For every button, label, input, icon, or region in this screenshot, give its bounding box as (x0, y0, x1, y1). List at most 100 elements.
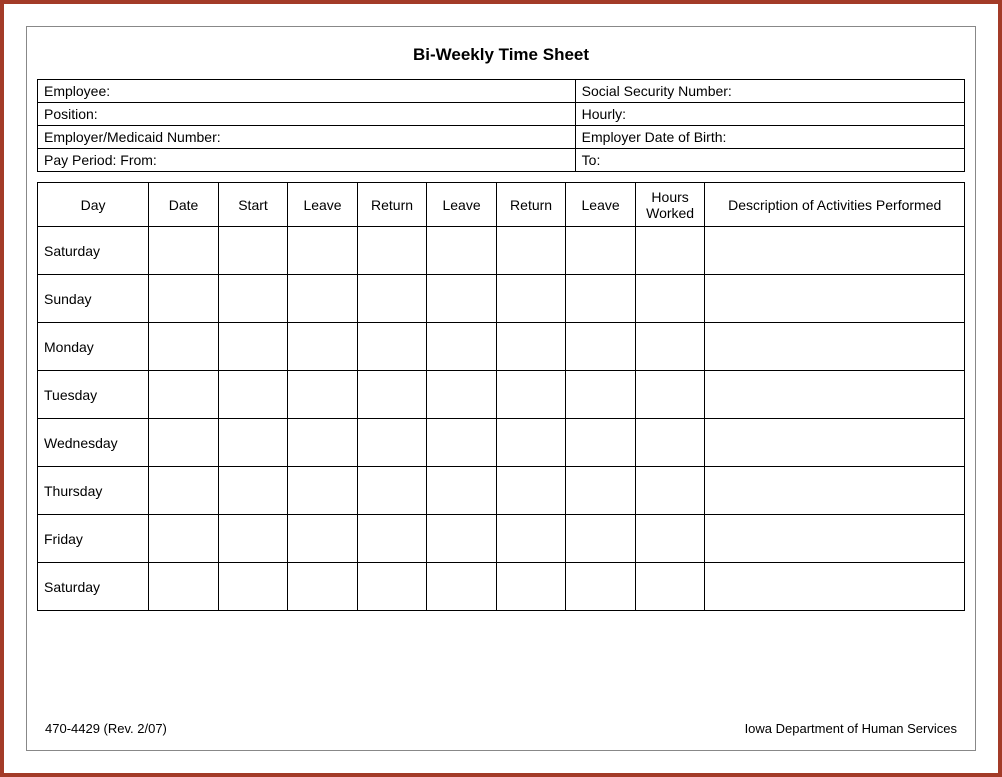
return-cell (496, 227, 566, 275)
employee-info-table: Employee: Social Security Number: Positi… (37, 79, 965, 172)
info-row: Employee: Social Security Number: (38, 80, 965, 103)
leave-cell (566, 563, 636, 611)
info-employer-medicaid-label: Employer/Medicaid Number: (38, 126, 576, 149)
info-ssn-label: Social Security Number: (575, 80, 964, 103)
leave-cell (566, 227, 636, 275)
info-employee-label: Employee: (38, 80, 576, 103)
date-cell (149, 275, 219, 323)
description-cell (705, 419, 965, 467)
hours-worked-cell (635, 467, 705, 515)
grid-row: Friday (38, 515, 965, 563)
agency-name: Iowa Department of Human Services (745, 721, 957, 736)
leave-cell (427, 227, 497, 275)
form-number: 470-4429 (Rev. 2/07) (45, 721, 167, 736)
hours-worked-cell (635, 227, 705, 275)
info-payperiod-to-label: To: (575, 149, 964, 172)
start-cell (218, 515, 288, 563)
start-cell (218, 275, 288, 323)
description-cell (705, 563, 965, 611)
date-cell (149, 563, 219, 611)
leave-cell (288, 371, 358, 419)
start-cell (218, 371, 288, 419)
start-cell (218, 419, 288, 467)
leave-cell (288, 275, 358, 323)
outer-frame: Bi-Weekly Time Sheet Employee: Social Se… (0, 0, 1002, 777)
leave-cell (566, 323, 636, 371)
grid-row: Wednesday (38, 419, 965, 467)
leave-cell (427, 563, 497, 611)
leave-cell (427, 467, 497, 515)
leave-cell (288, 563, 358, 611)
day-cell: Sunday (38, 275, 149, 323)
day-cell: Saturday (38, 563, 149, 611)
hours-worked-cell (635, 563, 705, 611)
return-cell (496, 275, 566, 323)
return-cell (496, 563, 566, 611)
grid-row: Tuesday (38, 371, 965, 419)
leave-cell (566, 419, 636, 467)
date-cell (149, 323, 219, 371)
date-cell (149, 515, 219, 563)
description-cell (705, 275, 965, 323)
info-row: Position: Hourly: (38, 103, 965, 126)
info-employer-dob-label: Employer Date of Birth: (575, 126, 964, 149)
leave-cell (288, 419, 358, 467)
day-cell: Monday (38, 323, 149, 371)
description-cell (705, 371, 965, 419)
return-cell (496, 515, 566, 563)
return-cell (496, 467, 566, 515)
return-cell (496, 323, 566, 371)
date-cell (149, 371, 219, 419)
day-cell: Saturday (38, 227, 149, 275)
header-hours-worked: Hours Worked (635, 183, 705, 227)
header-return: Return (496, 183, 566, 227)
hours-worked-cell (635, 371, 705, 419)
timesheet-grid: Day Date Start Leave Return Leave Return… (37, 182, 965, 611)
leave-cell (566, 275, 636, 323)
leave-cell (566, 467, 636, 515)
grid-body: Saturday Sunday Monday (38, 227, 965, 611)
day-cell: Wednesday (38, 419, 149, 467)
description-cell (705, 227, 965, 275)
leave-cell (566, 515, 636, 563)
info-payperiod-from-label: Pay Period: From: (38, 149, 576, 172)
header-date: Date (149, 183, 219, 227)
leave-cell (288, 467, 358, 515)
return-cell (357, 371, 427, 419)
header-leave: Leave (427, 183, 497, 227)
grid-row: Sunday (38, 275, 965, 323)
leave-cell (288, 227, 358, 275)
date-cell (149, 419, 219, 467)
day-cell: Tuesday (38, 371, 149, 419)
start-cell (218, 563, 288, 611)
leave-cell (288, 323, 358, 371)
info-row: Pay Period: From: To: (38, 149, 965, 172)
leave-cell (427, 419, 497, 467)
return-cell (357, 323, 427, 371)
header-leave: Leave (288, 183, 358, 227)
day-cell: Friday (38, 515, 149, 563)
hours-worked-cell (635, 323, 705, 371)
return-cell (357, 275, 427, 323)
return-cell (357, 227, 427, 275)
header-leave: Leave (566, 183, 636, 227)
return-cell (496, 419, 566, 467)
day-cell: Thursday (38, 467, 149, 515)
hours-worked-cell (635, 275, 705, 323)
grid-row: Saturday (38, 227, 965, 275)
page-footer: 470-4429 (Rev. 2/07) Iowa Department of … (45, 721, 957, 736)
info-position-label: Position: (38, 103, 576, 126)
return-cell (357, 467, 427, 515)
return-cell (357, 563, 427, 611)
header-start: Start (218, 183, 288, 227)
leave-cell (288, 515, 358, 563)
page-title: Bi-Weekly Time Sheet (37, 45, 965, 65)
date-cell (149, 467, 219, 515)
grid-row: Saturday (38, 563, 965, 611)
info-row: Employer/Medicaid Number: Employer Date … (38, 126, 965, 149)
header-description: Description of Activities Performed (705, 183, 965, 227)
info-hourly-label: Hourly: (575, 103, 964, 126)
return-cell (357, 515, 427, 563)
leave-cell (427, 515, 497, 563)
date-cell (149, 227, 219, 275)
